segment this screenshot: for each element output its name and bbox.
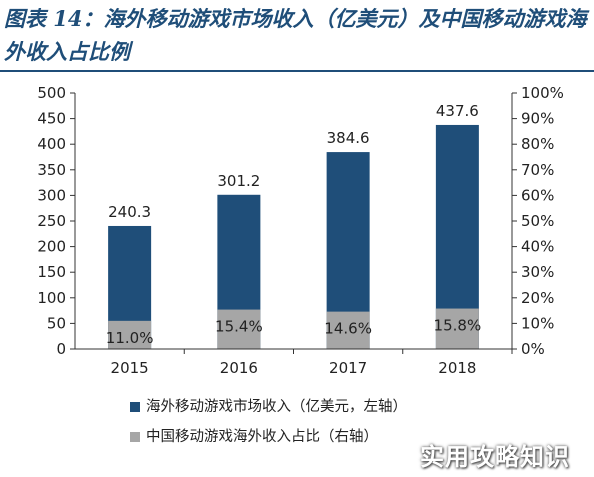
revenue-data-label: 240.3 [108, 203, 151, 221]
right-tick-label: 20% [521, 289, 554, 307]
x-tick-label: 2016 [220, 359, 258, 376]
right-tick-label: 60% [521, 186, 554, 204]
right-tick-label: 100% [521, 84, 564, 102]
legend: 海外移动游戏市场收入（亿美元，左轴） 中国移动游戏海外收入占比（右轴） [130, 398, 407, 458]
share-data-label: 15.8% [434, 317, 482, 335]
legend-item-share: 中国移动游戏海外收入占比（右轴） [130, 428, 407, 446]
left-tick-label: 450 [37, 110, 66, 128]
right-tick-label: 30% [521, 263, 554, 281]
title-underline [0, 70, 594, 72]
share-data-label: 15.4% [215, 318, 263, 336]
left-tick-label: 500 [37, 84, 66, 102]
left-tick-label: 200 [37, 238, 66, 256]
share-data-label: 11.0% [106, 329, 154, 347]
revenue-data-label: 301.2 [217, 172, 260, 190]
right-tick-label: 10% [521, 314, 554, 332]
left-tick-label: 350 [37, 161, 66, 179]
left-tick-label: 400 [37, 135, 66, 153]
left-tick-label: 50 [47, 314, 66, 332]
right-tick-label: 40% [521, 238, 554, 256]
chart-title: 图表 14：海外移动游戏市场收入（亿美元）及中国移动游戏海外收入占比例 [4, 2, 590, 68]
watermark-text: 实用攻略知识 [420, 437, 570, 472]
right-tick-label: 70% [521, 161, 554, 179]
x-axis: 2015 2016 2017 2018 [75, 349, 512, 376]
data-labels: 240.3 11.0% 301.2 15.4% 384.6 14.6% 437.6 15.8% [106, 102, 481, 347]
x-tick-label: 2018 [438, 359, 476, 376]
right-tick-label: 50% [521, 212, 554, 230]
bar-chart: 0 50 100 150 200 250 300 350 400 450 500 0% 10% 20% 3… [0, 76, 594, 376]
right-y-axis: 0% 10% 20% 30% 40% 50% 60% 70% 80% 90% 100% [512, 84, 564, 358]
legend-item-revenue: 海外移动游戏市场收入（亿美元，左轴） [130, 398, 407, 416]
legend-swatch-share [130, 432, 140, 442]
legend-swatch-revenue [130, 402, 140, 412]
legend-label-revenue: 海外移动游戏市场收入（亿美元，左轴） [146, 398, 407, 416]
left-tick-label: 150 [37, 263, 66, 281]
revenue-data-label: 384.6 [327, 129, 370, 147]
left-tick-label: 300 [37, 186, 66, 204]
left-y-axis: 0 50 100 150 200 250 300 350 400 450 500 [37, 84, 75, 358]
legend-label-share: 中国移动游戏海外收入占比（右轴） [146, 428, 378, 446]
left-tick-label: 0 [56, 340, 66, 358]
left-tick-label: 250 [37, 212, 66, 230]
left-tick-label: 100 [37, 289, 66, 307]
bar-series [108, 125, 479, 349]
right-tick-label: 80% [521, 135, 554, 153]
revenue-data-label: 437.6 [436, 102, 479, 120]
x-tick-label: 2017 [329, 359, 367, 376]
share-data-label: 14.6% [324, 320, 372, 338]
x-tick-label: 2015 [111, 359, 149, 376]
right-tick-label: 90% [521, 110, 554, 128]
right-tick-label: 0% [521, 340, 545, 358]
